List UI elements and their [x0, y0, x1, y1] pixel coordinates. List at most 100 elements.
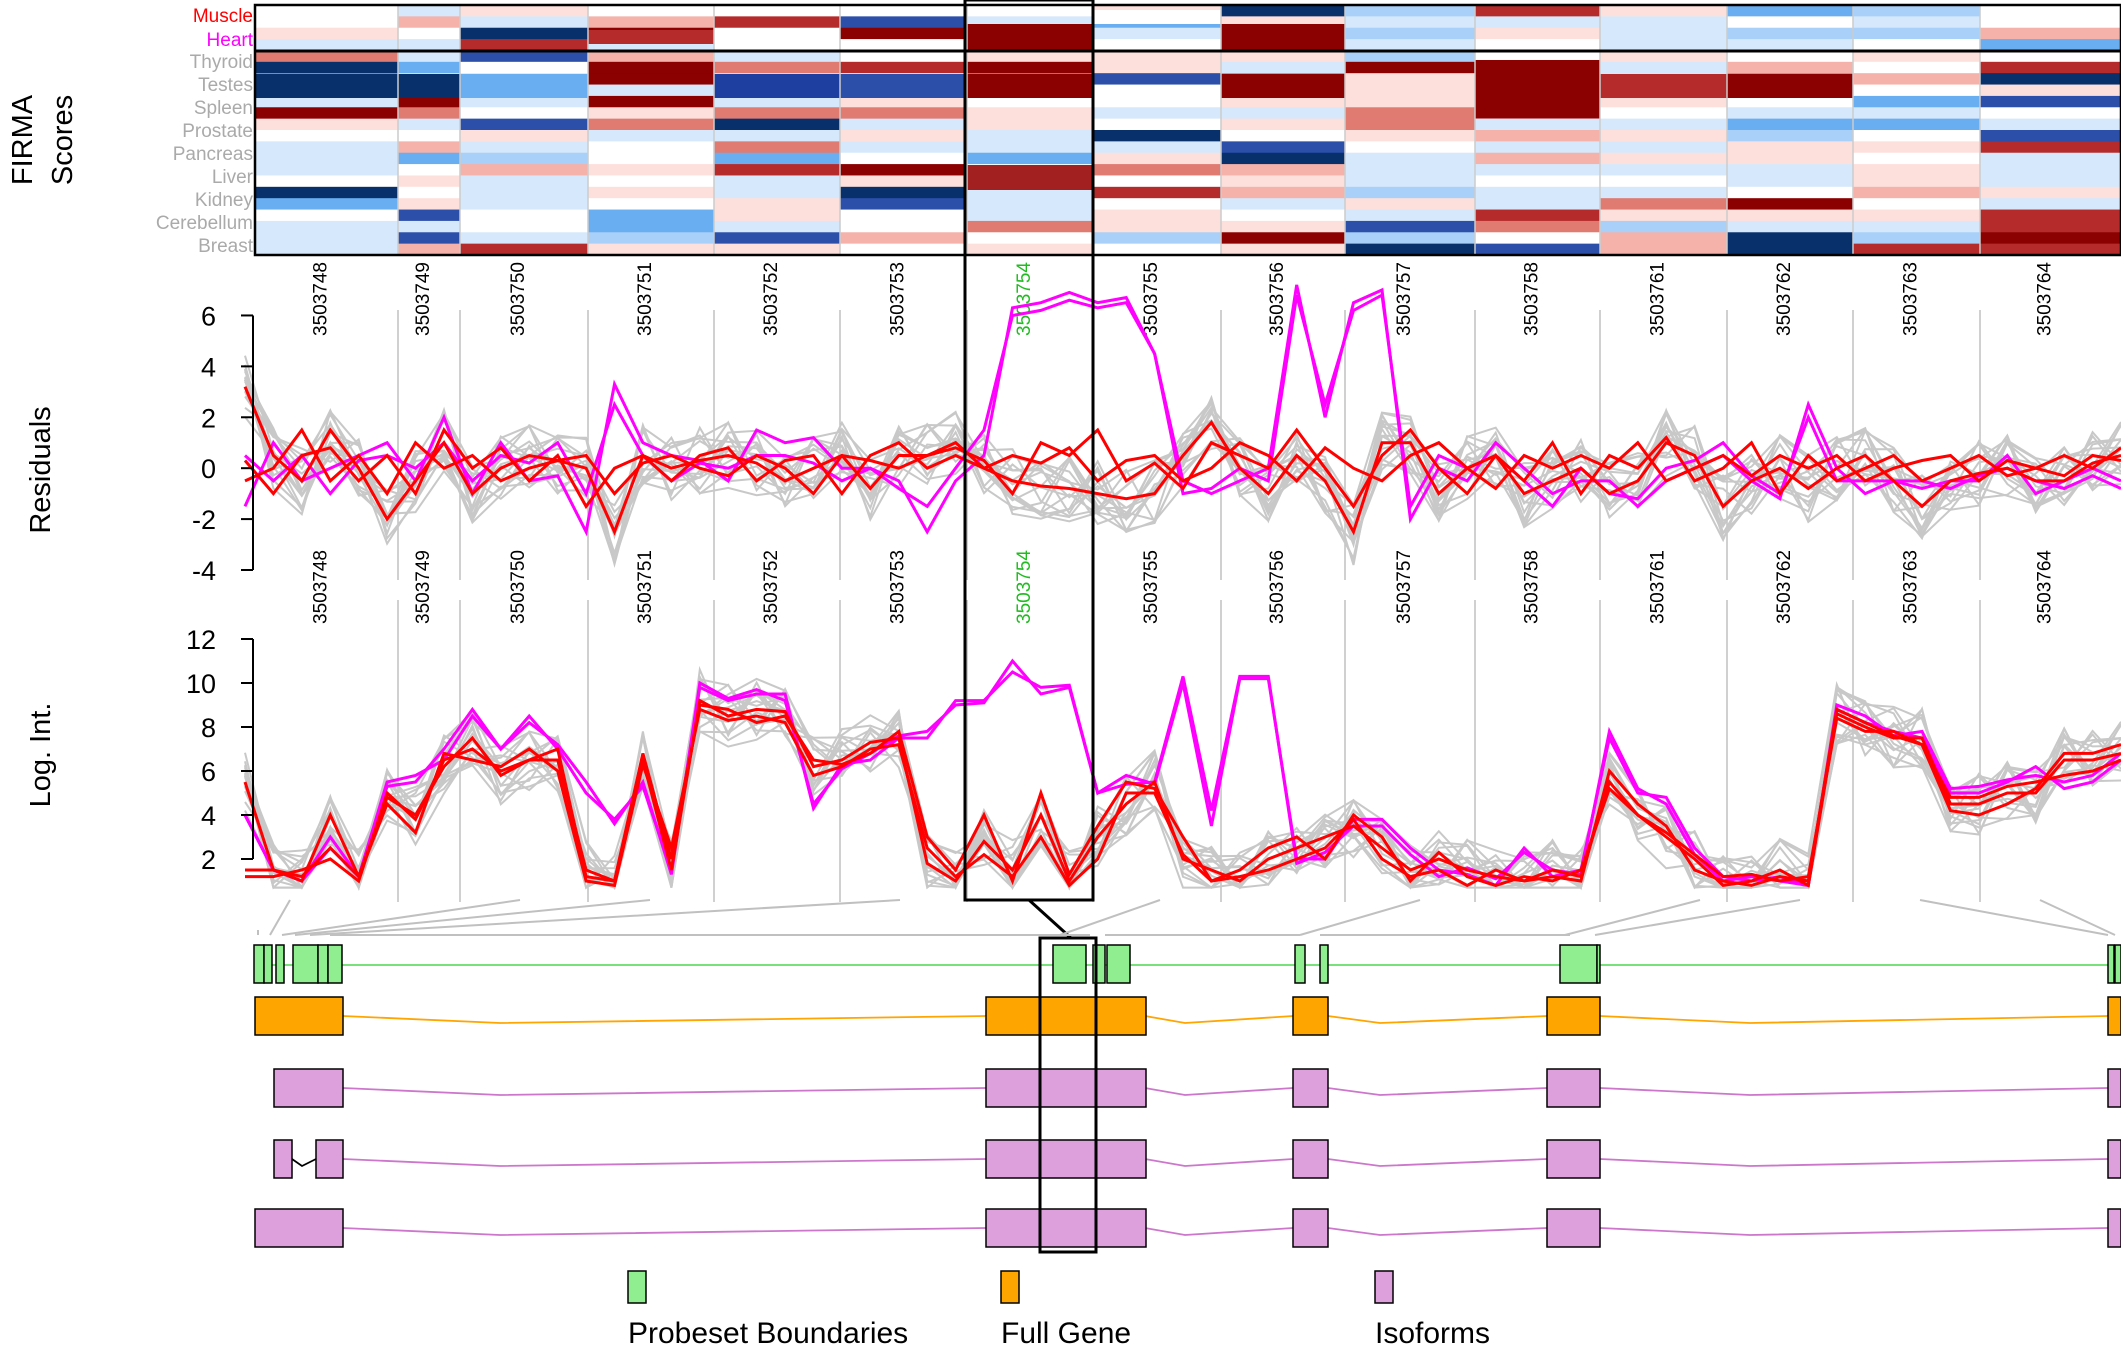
- heatmap-cell: [1727, 74, 1853, 98]
- heatmap-cell: [460, 118, 588, 131]
- heatmap-cell: [1980, 73, 2121, 86]
- heatmap-cell: [714, 16, 840, 29]
- heatmap-cell: [1853, 118, 1980, 131]
- heatmap-cell: [460, 175, 588, 188]
- heatmap-cell: [967, 118, 1093, 131]
- heatmap-cell: [1600, 141, 1727, 154]
- legend-label-full-gene: Full Gene: [1001, 1317, 1131, 1350]
- heatmap-cell: [1600, 5, 1727, 17]
- heatmap-cell: [1727, 107, 1853, 120]
- heatmap-cell: [1221, 232, 1345, 245]
- heatmap-cell: [255, 118, 398, 131]
- heatmap-cell: [460, 16, 588, 29]
- heatmap-cell: [588, 50, 714, 63]
- heatmap-cell: [714, 141, 840, 154]
- isoform-exon: [1292, 1208, 1329, 1248]
- heatmap-cell: [1475, 141, 1600, 154]
- probeset-label: 3503750: [508, 262, 529, 336]
- heatmap-cell: [1345, 243, 1475, 256]
- mapping-line: [1564, 899, 1701, 936]
- heatmap-cell: [1853, 175, 1980, 188]
- heatmap-cell: [1980, 164, 2121, 177]
- heatmap-cell: [1345, 84, 1475, 97]
- log-intensity-ylabel: Log. Int.: [25, 703, 57, 808]
- heatmap-cell: [1853, 164, 1980, 177]
- heatmap-cell: [255, 141, 398, 154]
- heatmap-column-dividers: [397, 5, 1981, 255]
- heatmap-cell: [714, 175, 840, 188]
- probeset-label: 3503752: [761, 262, 782, 336]
- heatmap-cell: [1221, 74, 1345, 98]
- heatmap-cell: [714, 61, 840, 74]
- series-line-muscle: [245, 703, 2121, 887]
- heatmap-cell: [1600, 16, 1727, 29]
- heatmap-cell: [398, 107, 460, 120]
- log-intensity-y-axis: 12 10 8 6 4 2: [186, 625, 254, 875]
- heatmap-cell: [398, 175, 460, 188]
- heatmap-cell: [1345, 186, 1475, 199]
- heatmap-cell: [1600, 186, 1727, 199]
- heatmap-cell: [714, 39, 840, 52]
- heatmap-cell: [255, 186, 398, 199]
- heatmap-cell: [1345, 95, 1475, 108]
- heatmap-cell: [1727, 232, 1853, 245]
- isoform-exon: [1546, 1068, 1601, 1108]
- isoform-exon: [2107, 1068, 2121, 1108]
- heatmap-cell: [967, 107, 1093, 120]
- probeset-label: 3503752: [761, 550, 782, 624]
- series-line-other-tissue: [244, 689, 2121, 891]
- heatmap-cell: [1093, 141, 1221, 154]
- heatmap-cell: [588, 130, 714, 142]
- heatmap-cell: [398, 232, 460, 245]
- heatmap-cell: [588, 209, 714, 222]
- heatmap-cell: [1345, 50, 1475, 63]
- track-full-gene: [254, 996, 2121, 1036]
- heatmap-cell: [398, 141, 460, 154]
- heatmap-cell: [1853, 220, 1980, 233]
- heatmap-cell: [1093, 232, 1221, 245]
- heatmap-cell: [1221, 130, 1345, 142]
- heatmap-cell: [1093, 152, 1221, 165]
- heatmap-cell: [1093, 130, 1221, 142]
- mapping-line: [1059, 899, 1161, 936]
- heatmap-cell: [840, 27, 967, 40]
- heatmap-cell: [255, 152, 398, 165]
- heatmap-cell: [1980, 16, 2121, 29]
- heatmap-cell: [967, 130, 1093, 142]
- heatmap-cell: [1727, 118, 1853, 131]
- heatmap-row-label: Thyroid: [190, 52, 253, 73]
- heatmap-cell: [588, 16, 714, 29]
- heatmap-row-label: Kidney: [195, 190, 254, 211]
- probeset-box: [2114, 944, 2121, 984]
- heatmap-cell: [1475, 186, 1600, 199]
- heatmap-cell: [255, 5, 398, 17]
- series-line-other-tissue: [244, 390, 2121, 532]
- heatmap-cell: [460, 61, 588, 74]
- series-line-muscle: [245, 707, 2121, 888]
- heatmap-cell: [1727, 209, 1853, 222]
- heatmap-cell: [840, 186, 967, 199]
- heatmap-cell: [1727, 61, 1853, 74]
- track-isoforms: [254, 1068, 2121, 1248]
- heatmap-cell: [460, 95, 588, 108]
- heatmap-cell: [967, 165, 1093, 190]
- probeset-label: 3503748: [311, 550, 332, 624]
- probeset-box: [317, 944, 329, 984]
- heatmap-cell: [967, 152, 1093, 165]
- heatmap-cell: [1221, 141, 1345, 154]
- heatmap-cell: [1345, 198, 1475, 211]
- heatmap-cell: [255, 130, 398, 142]
- mapping-line: [2039, 899, 2116, 936]
- probeset-box: [1052, 944, 1087, 984]
- heatmap-cell: [1475, 164, 1600, 177]
- heatmap-cell: [1727, 152, 1853, 165]
- heatmap-cell: [1600, 118, 1727, 131]
- heatmap-cell: [1600, 27, 1727, 40]
- series-line-muscle: [243, 698, 2121, 888]
- heatmap-row-label: Pancreas: [173, 144, 253, 165]
- heatmap-cell: [255, 95, 398, 108]
- heatmap-cell: [255, 198, 398, 211]
- heatmap-cell: [588, 118, 714, 131]
- heatmap-cell: [1853, 198, 1980, 211]
- heatmap-cell: [1853, 50, 1980, 63]
